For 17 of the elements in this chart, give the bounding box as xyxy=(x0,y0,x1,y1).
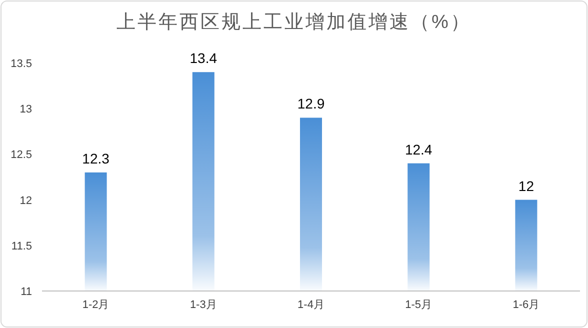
y-tick-label: 13.5 xyxy=(10,58,32,70)
x-tick-label: 1-5月 xyxy=(405,299,432,311)
chart-title: 上半年西区规上工业增加值增速（%） xyxy=(116,12,472,33)
x-tick-label: 1-3月 xyxy=(190,299,217,311)
x-tick-label: 1-6月 xyxy=(512,299,540,311)
y-tick-label: 12 xyxy=(20,194,32,207)
data-label: 12 xyxy=(518,178,534,194)
y-tick-label: 12.5 xyxy=(10,149,32,162)
data-label: 12.3 xyxy=(82,150,110,166)
data-label: 13.4 xyxy=(190,50,218,66)
y-tick-label: 11.5 xyxy=(11,240,32,252)
y-tick-label: 13 xyxy=(20,104,32,116)
y-tick-label: 11 xyxy=(20,286,32,298)
x-tick-label: 1-2月 xyxy=(82,299,110,311)
data-label: 12.4 xyxy=(404,141,432,158)
x-tick-label: 1-4月 xyxy=(298,299,324,311)
data-label: 12.9 xyxy=(297,96,325,112)
